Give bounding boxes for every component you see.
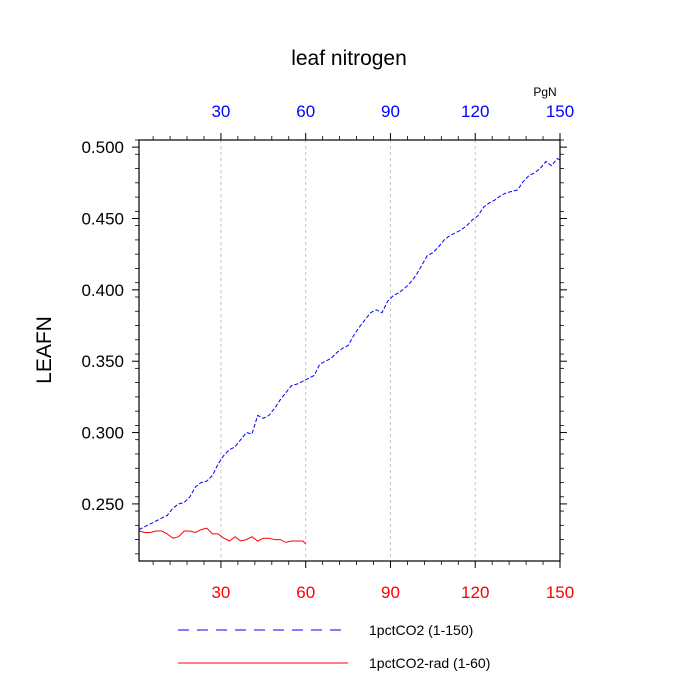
y-tick-label: 0.300: [81, 424, 124, 443]
gridlines: [220, 140, 476, 561]
x-tick-label-bottom: 150: [546, 583, 574, 602]
y-tick-label: 0.450: [81, 209, 124, 228]
x-tick-label-top: 90: [381, 102, 400, 121]
x-tick-label-top: 150: [546, 102, 574, 121]
x-tick-label-top: 30: [211, 102, 230, 121]
legend-label-1: 1pctCO2 (1-150): [369, 622, 473, 638]
y-axis-label: LEAFN: [33, 316, 56, 384]
x-tick-label-bottom: 90: [381, 583, 400, 602]
y-tick-label: 0.350: [81, 352, 124, 371]
axes: 30 30 60 60 90 90 120 120 150 150 0.250 0.300 0.350 0…: [81, 102, 574, 602]
series-line-1: [138, 157, 561, 531]
legend: 1pctCO2 (1-150) 1pctCO2-rad (1-60): [178, 622, 490, 671]
series-layer: [138, 157, 561, 545]
legend-label-2: 1pctCO2-rad (1-60): [369, 655, 490, 671]
y-tick-label: 0.500: [81, 138, 124, 157]
top-axis-unit: PgN: [533, 85, 556, 99]
y-tick-label: 0.400: [81, 281, 124, 300]
plot-frame: [138, 139, 561, 562]
x-tick-label-bottom: 60: [296, 583, 315, 602]
chart-title: leaf nitrogen: [291, 47, 407, 70]
x-tick-label-bottom: 120: [461, 583, 489, 602]
x-tick-label-top: 60: [296, 102, 315, 121]
series-line-2: [138, 527, 307, 545]
x-tick-label-top: 120: [461, 102, 489, 121]
y-tick-label: 0.250: [81, 495, 124, 514]
x-tick-label-bottom: 30: [211, 583, 230, 602]
